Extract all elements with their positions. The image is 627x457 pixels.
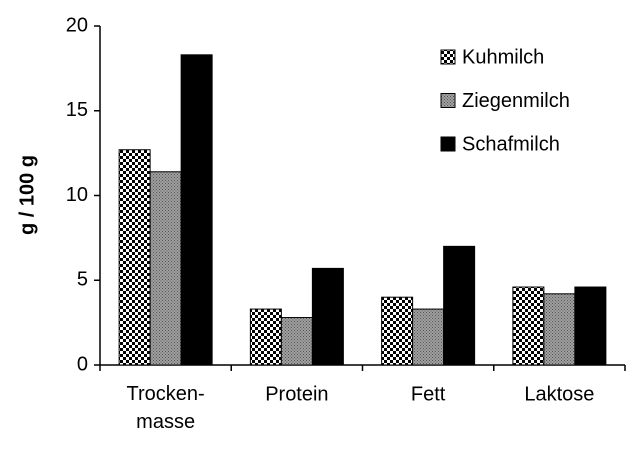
legend-swatch <box>440 49 456 65</box>
bar <box>543 293 576 366</box>
y-axis-label: g / 100 g <box>16 155 38 235</box>
bar <box>443 245 476 366</box>
legend-label: Schafmilch <box>462 133 560 155</box>
legend-label: Kuhmilch <box>462 46 544 68</box>
x-tick-label: Laktose <box>524 383 594 405</box>
y-tick-label: 10 <box>66 184 88 206</box>
legend-swatch <box>440 93 456 108</box>
x-tick-label: Protein <box>265 383 328 405</box>
y-tick-label: 0 <box>77 353 88 375</box>
x-tick-label: Fett <box>411 383 446 405</box>
bar <box>311 267 344 366</box>
bar <box>574 286 607 366</box>
bar <box>381 296 414 366</box>
y-tick-label: 15 <box>66 99 88 121</box>
bar <box>118 149 151 366</box>
y-tick-label: 20 <box>66 14 88 36</box>
bar <box>180 54 213 366</box>
bar <box>412 308 445 366</box>
bar <box>249 308 282 366</box>
bar <box>512 286 545 366</box>
legend-swatch <box>440 136 456 152</box>
x-tick-label: Trocken-masse <box>127 383 205 433</box>
y-tick-label: 5 <box>77 269 88 291</box>
bar <box>149 171 182 366</box>
bar <box>280 317 313 366</box>
legend-label: Ziegenmilch <box>462 90 570 112</box>
